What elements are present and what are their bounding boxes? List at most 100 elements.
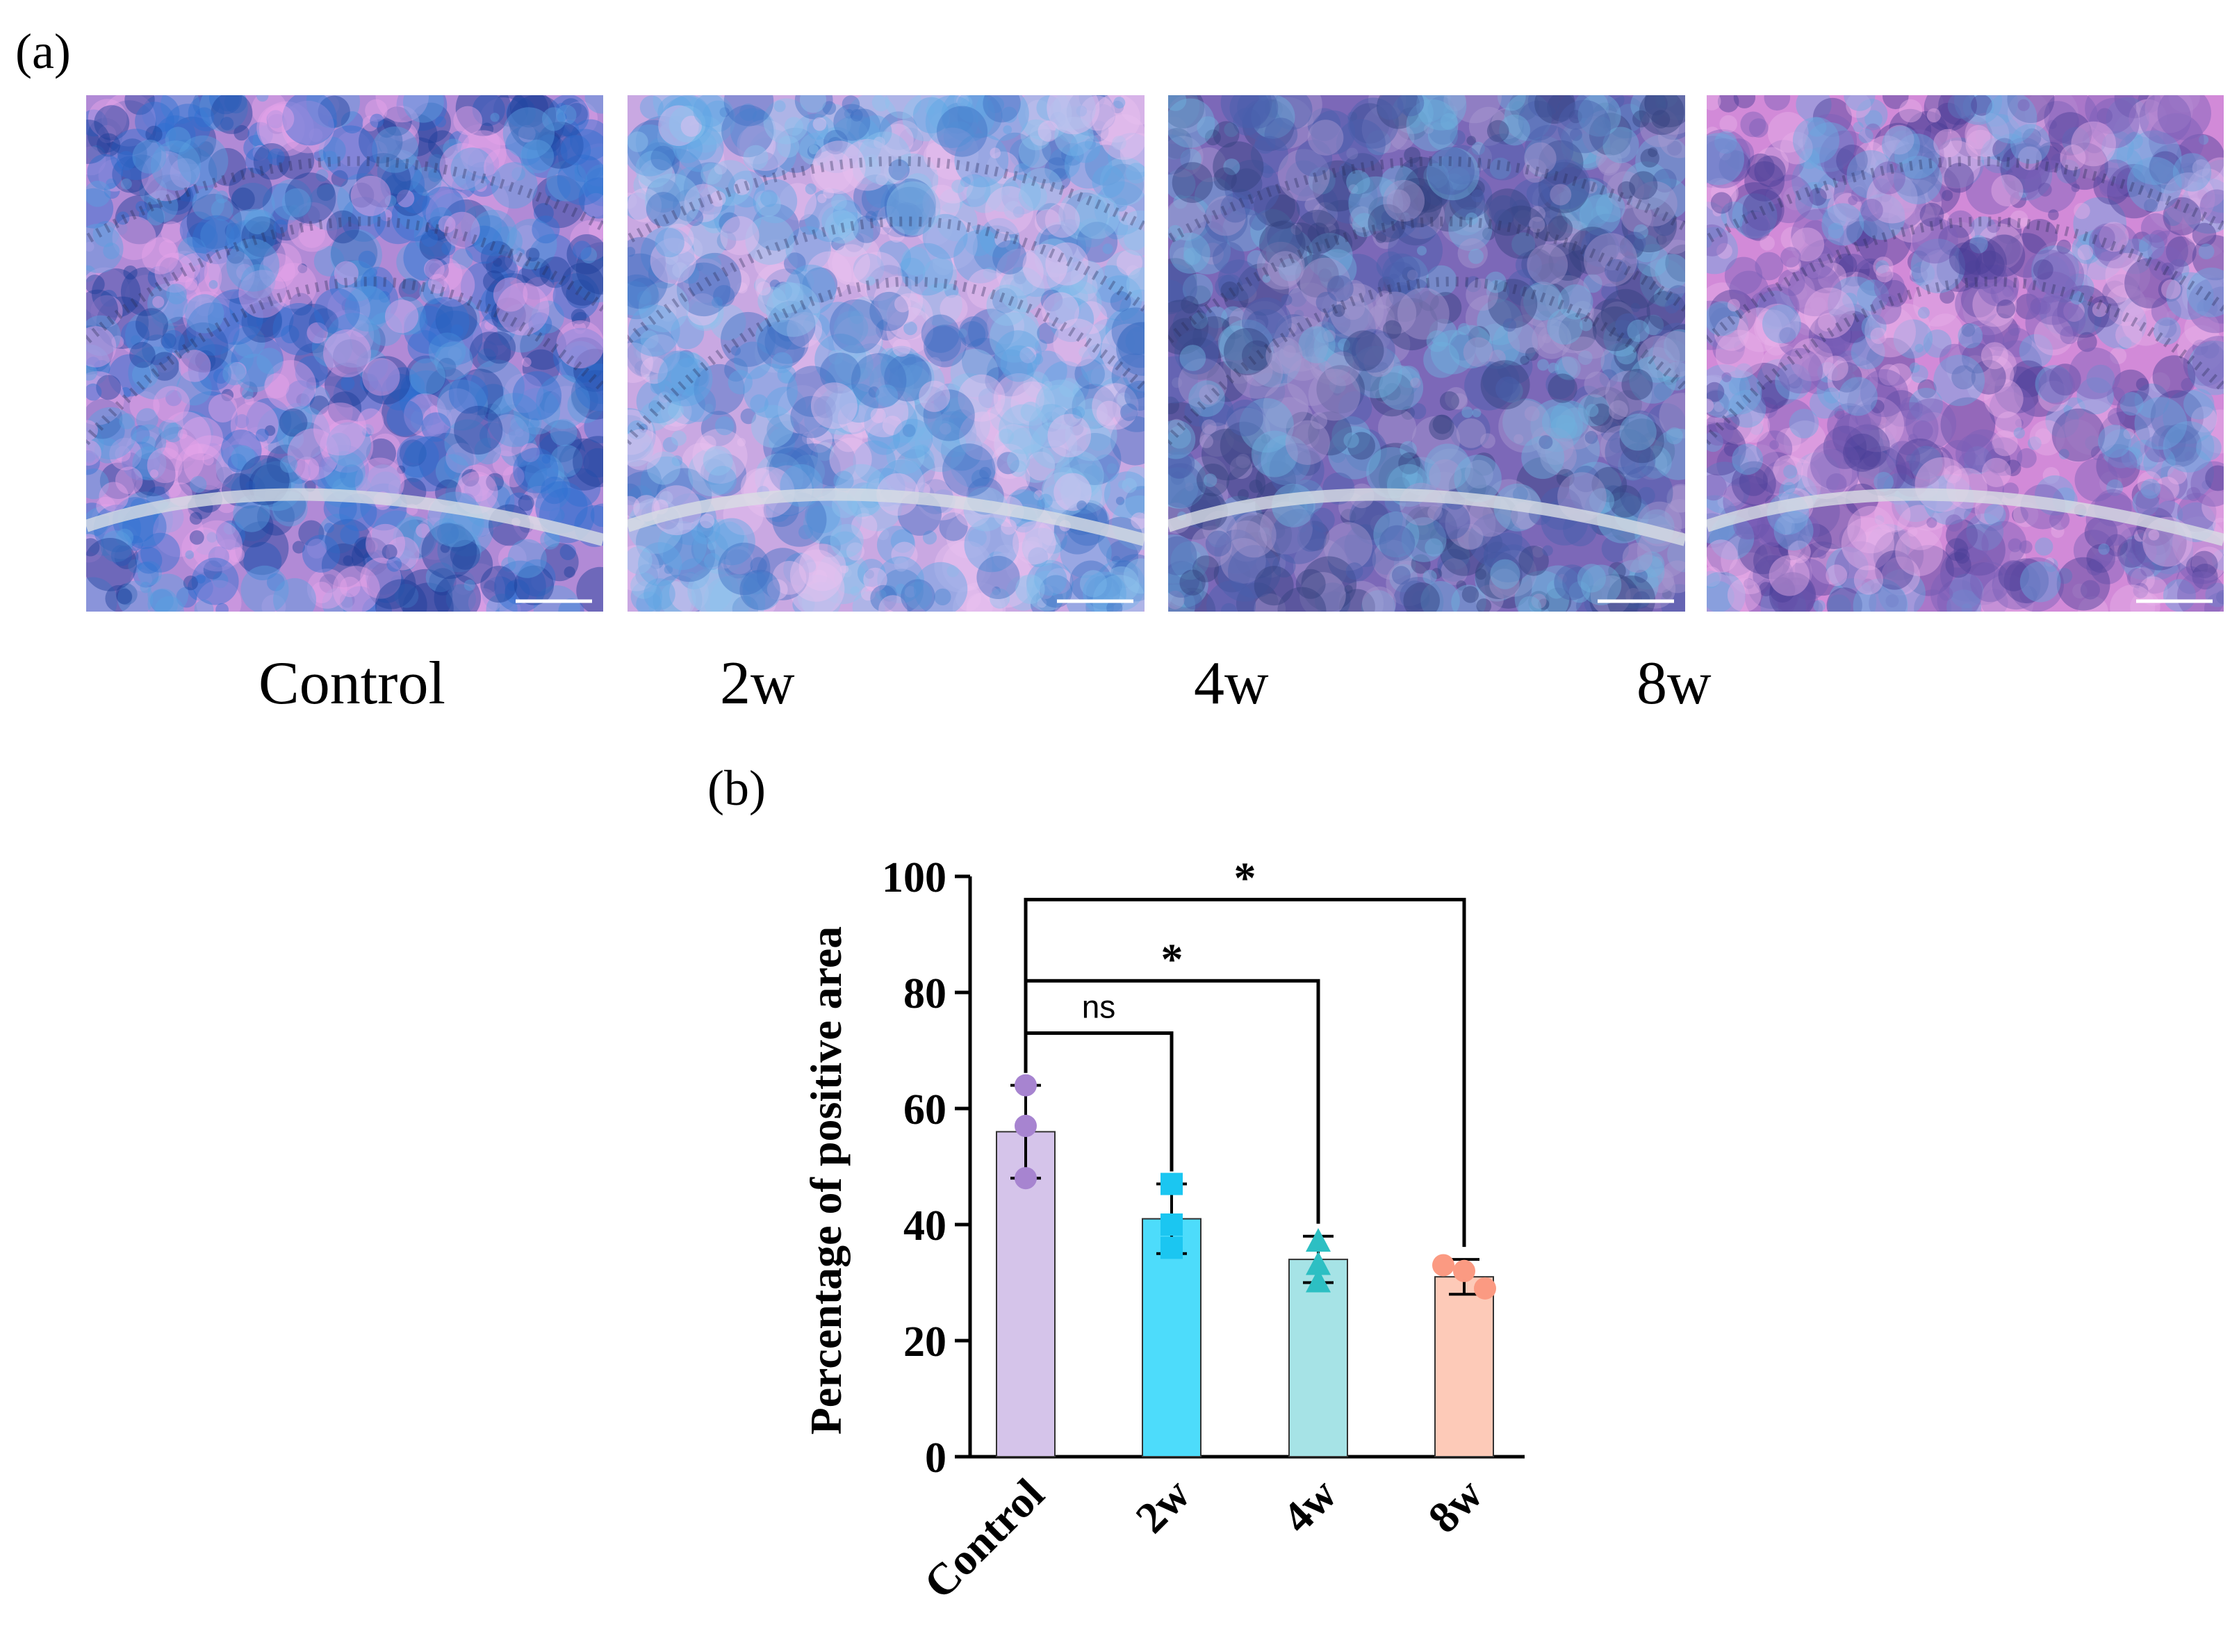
texture-blob — [880, 345, 923, 389]
texture-blob — [1267, 251, 1304, 287]
texture-blob — [2184, 451, 2195, 461]
texture-blob — [282, 95, 337, 146]
texture-blob — [812, 117, 827, 131]
texture-blob — [1946, 343, 1992, 390]
texture-blob — [231, 445, 256, 471]
texture-blob — [1076, 500, 1088, 511]
texture-blob — [1350, 500, 1390, 540]
texture-blob — [787, 366, 838, 417]
texture-blob — [459, 178, 509, 229]
texture-blob — [650, 379, 666, 394]
texture-blob — [94, 105, 130, 140]
texture-blob — [1584, 115, 1604, 136]
texture-blob — [661, 395, 692, 427]
texture-blob — [1949, 242, 1982, 275]
texture-blob — [436, 296, 480, 341]
texture-blob — [404, 310, 428, 334]
texture-blob — [367, 359, 400, 392]
texture-blob — [1070, 260, 1104, 295]
texture-blob — [1124, 380, 1145, 411]
texture-blob — [932, 162, 974, 204]
texture-blob — [229, 547, 245, 563]
texture-blob — [241, 216, 283, 257]
texture-blob — [1361, 590, 1395, 612]
texture-blob — [188, 344, 240, 396]
texture-blob — [1841, 517, 1894, 571]
texture-blob — [142, 95, 180, 133]
texture-blob — [1258, 95, 1268, 101]
texture-blob — [1900, 396, 1924, 420]
texture-blob — [185, 550, 195, 559]
texture-blob — [306, 377, 320, 391]
texture-blob — [2151, 296, 2181, 327]
texture-blob — [1449, 174, 1493, 218]
texture-blob — [755, 317, 794, 356]
texture-blob — [2134, 383, 2170, 418]
texture-blob — [1729, 270, 1769, 311]
texture-blob — [852, 366, 875, 389]
texture-blob — [830, 523, 864, 558]
texture-blob — [177, 453, 224, 500]
texture-blob — [1084, 138, 1096, 150]
texture-blob — [1112, 554, 1145, 602]
texture-blob — [419, 279, 444, 304]
texture-blob — [640, 161, 688, 209]
texture-blob — [1475, 551, 1523, 600]
texture-blob — [511, 167, 525, 181]
texture-blob — [385, 300, 419, 334]
texture-blob — [256, 300, 294, 338]
texture-blob — [2060, 142, 2108, 190]
texture-blob — [1637, 335, 1680, 378]
texture-blob — [2188, 219, 2224, 259]
texture-blob — [1181, 295, 1199, 314]
texture-blob — [1276, 95, 1322, 128]
texture-blob — [1204, 129, 1221, 146]
texture-blob — [585, 164, 603, 198]
texture-blob — [1427, 96, 1454, 124]
texture-blob — [1254, 133, 1276, 154]
texture-blob — [1844, 424, 1890, 470]
texture-blob — [669, 573, 709, 612]
texture-blob — [649, 392, 682, 425]
texture-blob — [378, 291, 391, 303]
texture-blob — [202, 454, 214, 466]
texture-blob — [1432, 414, 1452, 434]
texture-blob — [95, 416, 125, 446]
texture-blob — [2213, 517, 2224, 534]
texture-blob — [1589, 403, 1612, 426]
texture-blob — [680, 265, 700, 284]
texture-blob — [2151, 425, 2186, 460]
texture-blob — [1873, 530, 1924, 581]
texture-blob — [730, 108, 776, 154]
texture-blob — [1168, 318, 1202, 352]
texture-blob — [954, 133, 1009, 188]
texture-blob — [1527, 95, 1560, 118]
cell-layer-arc — [86, 156, 603, 246]
texture-blob — [825, 354, 878, 409]
texture-blob — [1983, 133, 2006, 156]
texture-blob — [1870, 583, 1882, 594]
texture-blob — [1320, 591, 1350, 612]
texture-blob — [578, 177, 603, 219]
texture-blob — [2008, 538, 2022, 553]
texture-blob — [1951, 115, 1993, 157]
texture-blob — [1007, 449, 1031, 473]
texture-blob — [1933, 137, 1984, 188]
texture-blob — [112, 156, 149, 193]
texture-blob — [1627, 571, 1642, 587]
texture-blob — [372, 510, 423, 561]
texture-blob — [1261, 434, 1271, 444]
texture-blob — [827, 531, 862, 566]
texture-blob — [131, 425, 150, 445]
texture-blob — [1707, 382, 1725, 402]
texture-blob — [1265, 397, 1314, 446]
texture-blob — [525, 247, 540, 262]
texture-blob — [1961, 282, 1996, 318]
texture-blob — [2123, 428, 2135, 439]
texture-blob — [1113, 97, 1126, 109]
texture-blob — [831, 194, 847, 211]
texture-blob — [194, 107, 215, 128]
texture-blob — [1179, 345, 1206, 371]
texture-blob — [1860, 320, 1880, 341]
texture-blob — [1242, 99, 1295, 152]
